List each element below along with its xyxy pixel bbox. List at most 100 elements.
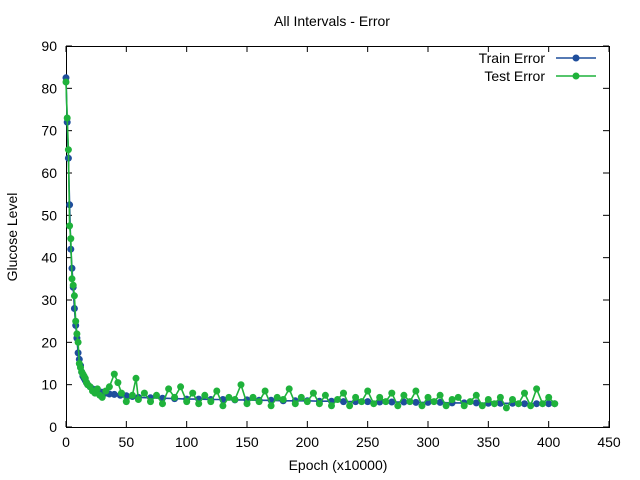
data-point bbox=[539, 400, 547, 408]
x-tick-label: 250 bbox=[356, 434, 380, 450]
data-point bbox=[140, 389, 148, 397]
data-point bbox=[340, 389, 347, 397]
y-tick-label: 10 bbox=[41, 377, 57, 393]
data-point bbox=[309, 389, 317, 397]
data-point bbox=[201, 391, 209, 399]
data-point bbox=[63, 114, 71, 122]
data-point bbox=[472, 391, 480, 399]
data-point bbox=[394, 402, 402, 410]
data-point bbox=[237, 381, 245, 389]
data-point bbox=[243, 400, 251, 408]
series-train-error bbox=[62, 74, 559, 408]
data-point bbox=[352, 393, 360, 401]
data-point bbox=[406, 398, 414, 406]
data-point bbox=[478, 402, 486, 410]
data-point bbox=[424, 393, 432, 401]
data-point bbox=[195, 400, 203, 408]
legend-swatch-marker bbox=[572, 72, 580, 80]
data-point bbox=[502, 404, 510, 412]
data-point bbox=[70, 292, 78, 300]
data-point bbox=[68, 275, 76, 283]
x-tick-label: 200 bbox=[296, 434, 320, 450]
legend-item: Test Error bbox=[484, 68, 596, 84]
data-point bbox=[134, 396, 142, 403]
data-point bbox=[460, 402, 468, 410]
data-point bbox=[400, 398, 408, 406]
data-point bbox=[297, 393, 305, 401]
x-axis-title: Epoch (x10000) bbox=[289, 457, 388, 473]
data-point bbox=[533, 400, 541, 408]
data-point bbox=[521, 400, 528, 408]
data-point bbox=[448, 396, 456, 403]
data-point bbox=[267, 402, 275, 410]
y-tick-label: 50 bbox=[41, 207, 57, 223]
data-point bbox=[364, 398, 372, 406]
data-point bbox=[533, 385, 541, 393]
x-tick-label: 400 bbox=[537, 434, 561, 450]
data-point bbox=[303, 398, 311, 406]
data-point bbox=[430, 398, 438, 406]
series-line bbox=[65, 77, 555, 405]
data-point bbox=[132, 374, 140, 382]
data-point bbox=[147, 398, 154, 406]
data-point bbox=[364, 387, 372, 395]
legend: Train Error Test Error bbox=[479, 50, 596, 84]
data-point bbox=[261, 387, 269, 395]
data-point bbox=[213, 387, 221, 395]
data-point bbox=[521, 389, 528, 397]
data-point bbox=[376, 393, 384, 401]
data-point bbox=[472, 399, 480, 407]
legend-label: Test Error bbox=[484, 68, 545, 84]
data-point bbox=[340, 398, 347, 406]
data-point bbox=[159, 400, 166, 408]
data-point bbox=[177, 383, 185, 391]
data-point bbox=[225, 393, 233, 401]
data-point bbox=[545, 393, 553, 401]
y-tick-label: 80 bbox=[41, 80, 57, 96]
y-tick-label: 60 bbox=[41, 165, 57, 181]
x-tick-label: 50 bbox=[119, 434, 135, 450]
data-point bbox=[328, 402, 335, 410]
data-point bbox=[315, 400, 323, 408]
data-point bbox=[545, 400, 553, 408]
data-point bbox=[334, 396, 341, 403]
data-point bbox=[171, 393, 179, 401]
series-test-error bbox=[62, 78, 559, 412]
data-point bbox=[412, 387, 420, 395]
data-point bbox=[105, 383, 113, 391]
data-point bbox=[527, 402, 535, 410]
plot-frame bbox=[66, 46, 610, 428]
data-point bbox=[69, 281, 77, 289]
y-tick-label: 0 bbox=[49, 419, 57, 435]
data-point bbox=[388, 398, 396, 406]
data-point bbox=[219, 402, 227, 410]
data-point bbox=[122, 398, 130, 406]
y-axis-title: Glucose Level bbox=[4, 193, 20, 282]
y-tick-label: 20 bbox=[41, 334, 57, 350]
data-point bbox=[509, 396, 516, 403]
y-tick-label: 70 bbox=[41, 123, 57, 139]
data-point bbox=[496, 393, 504, 401]
data-point bbox=[346, 402, 354, 410]
data-point bbox=[358, 398, 366, 406]
legend-item: Train Error bbox=[479, 50, 596, 66]
data-point bbox=[165, 385, 173, 393]
data-point bbox=[153, 391, 160, 399]
axis-ticks: 0 50 100 150 200 250 300 350 400 450 0 10 20 30 40 50 60… bbox=[41, 38, 620, 450]
chart-title: All Intervals - Error bbox=[274, 13, 390, 29]
data-point bbox=[466, 398, 474, 406]
data-point bbox=[285, 385, 293, 393]
data-point bbox=[382, 398, 390, 406]
x-tick-label: 150 bbox=[235, 434, 259, 450]
data-point bbox=[418, 402, 426, 410]
series-layer bbox=[62, 74, 559, 412]
data-point bbox=[110, 390, 118, 398]
x-tick-label: 350 bbox=[477, 434, 501, 450]
data-point bbox=[400, 391, 408, 399]
data-point bbox=[128, 391, 136, 399]
y-tick-label: 40 bbox=[41, 250, 57, 266]
data-point bbox=[114, 379, 122, 387]
data-point bbox=[183, 398, 191, 406]
data-point bbox=[66, 222, 74, 230]
data-point bbox=[291, 400, 299, 408]
